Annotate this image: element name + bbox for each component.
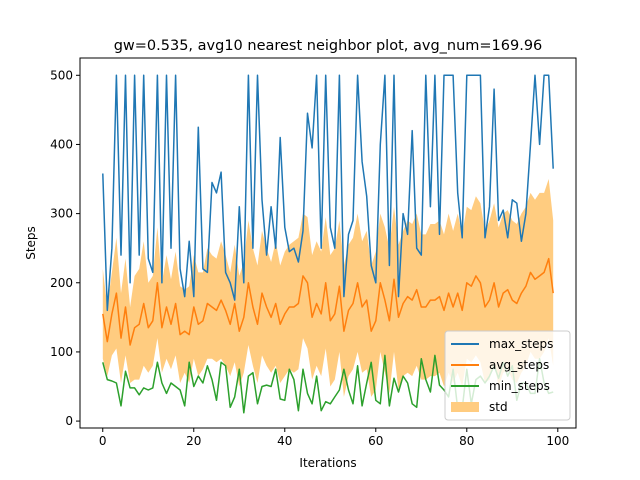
x-axis-ticks: 0 20 40 60 80 100	[99, 428, 569, 448]
y-tick-label: 0	[65, 414, 73, 428]
std-band	[102, 179, 554, 397]
plot-frame	[79, 57, 577, 429]
x-axis-label: Iterations	[299, 456, 356, 470]
plot-area	[102, 74, 554, 414]
y-tick-label: 500	[50, 68, 73, 82]
legend-label-std: std	[489, 400, 508, 414]
y-tick-label: 300	[50, 207, 73, 221]
series-line-max-steps	[102, 74, 554, 312]
chart-title: gw=0.535, avg10 nearest neighbor plot, a…	[114, 38, 543, 54]
y-axis-ticks: 0 100 200 300 400 500	[50, 68, 80, 428]
x-tick-label: 100	[546, 434, 569, 448]
x-tick-label: 60	[368, 434, 383, 448]
legend-label-min-steps: min_steps	[489, 379, 550, 393]
y-axis-label: Steps	[24, 226, 38, 260]
x-tick-label: 40	[277, 434, 292, 448]
legend-label-max-steps: max_steps	[489, 337, 553, 351]
y-tick-label: 100	[50, 345, 73, 359]
y-tick-label: 400	[50, 137, 73, 151]
y-tick-label: 200	[50, 276, 73, 290]
legend-swatch-std	[451, 402, 479, 412]
x-tick-label: 0	[99, 434, 107, 448]
x-tick-label: 80	[459, 434, 474, 448]
series-line-avg-steps	[102, 257, 554, 346]
std-band-layer	[102, 179, 554, 397]
legend-frame	[444, 330, 571, 421]
x-tick-label: 20	[186, 434, 201, 448]
legend-label-avg-steps: avg_steps	[489, 358, 549, 372]
